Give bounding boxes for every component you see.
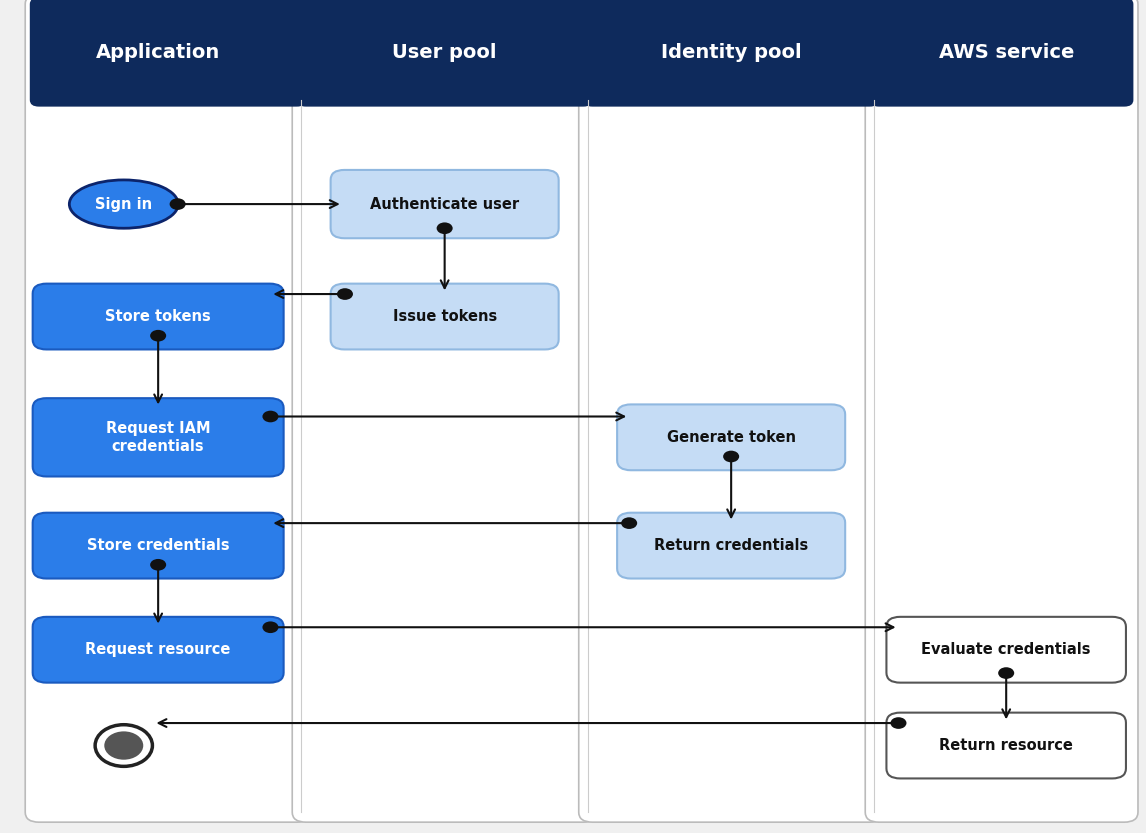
Text: Sign in: Sign in [95, 197, 152, 212]
Circle shape [262, 621, 278, 633]
Text: Application: Application [96, 42, 220, 62]
Text: User pool: User pool [392, 42, 497, 62]
FancyBboxPatch shape [33, 616, 284, 683]
FancyBboxPatch shape [292, 0, 597, 822]
Circle shape [621, 517, 637, 529]
FancyBboxPatch shape [887, 712, 1125, 778]
Text: Generate token: Generate token [667, 430, 795, 445]
Text: Request resource: Request resource [86, 642, 230, 657]
Text: Request IAM
credentials: Request IAM credentials [105, 421, 211, 454]
Ellipse shape [69, 180, 179, 228]
FancyBboxPatch shape [33, 398, 284, 476]
Text: Store credentials: Store credentials [87, 538, 229, 553]
FancyBboxPatch shape [887, 616, 1125, 683]
FancyBboxPatch shape [30, 0, 306, 107]
FancyBboxPatch shape [33, 284, 284, 350]
Circle shape [170, 198, 186, 210]
Circle shape [150, 330, 166, 342]
FancyBboxPatch shape [33, 513, 284, 579]
FancyBboxPatch shape [579, 0, 884, 822]
FancyBboxPatch shape [297, 0, 592, 107]
Circle shape [150, 559, 166, 571]
Text: Return credentials: Return credentials [654, 538, 808, 553]
Circle shape [998, 667, 1014, 679]
Text: Authenticate user: Authenticate user [370, 197, 519, 212]
Circle shape [890, 717, 906, 729]
Circle shape [104, 731, 143, 760]
Circle shape [723, 451, 739, 462]
FancyBboxPatch shape [617, 513, 845, 579]
Circle shape [262, 411, 278, 422]
FancyBboxPatch shape [25, 0, 311, 822]
Text: Identity pool: Identity pool [661, 42, 801, 62]
Text: AWS service: AWS service [939, 42, 1074, 62]
FancyBboxPatch shape [617, 405, 845, 471]
FancyBboxPatch shape [330, 170, 559, 238]
FancyBboxPatch shape [583, 0, 879, 107]
Circle shape [437, 222, 453, 234]
Text: Evaluate credentials: Evaluate credentials [921, 642, 1091, 657]
Text: Store tokens: Store tokens [105, 309, 211, 324]
FancyBboxPatch shape [865, 0, 1138, 822]
Text: Issue tokens: Issue tokens [393, 309, 496, 324]
Circle shape [337, 288, 353, 300]
Circle shape [95, 725, 152, 766]
FancyBboxPatch shape [870, 0, 1133, 107]
FancyBboxPatch shape [330, 284, 559, 350]
Text: Return resource: Return resource [940, 738, 1073, 753]
